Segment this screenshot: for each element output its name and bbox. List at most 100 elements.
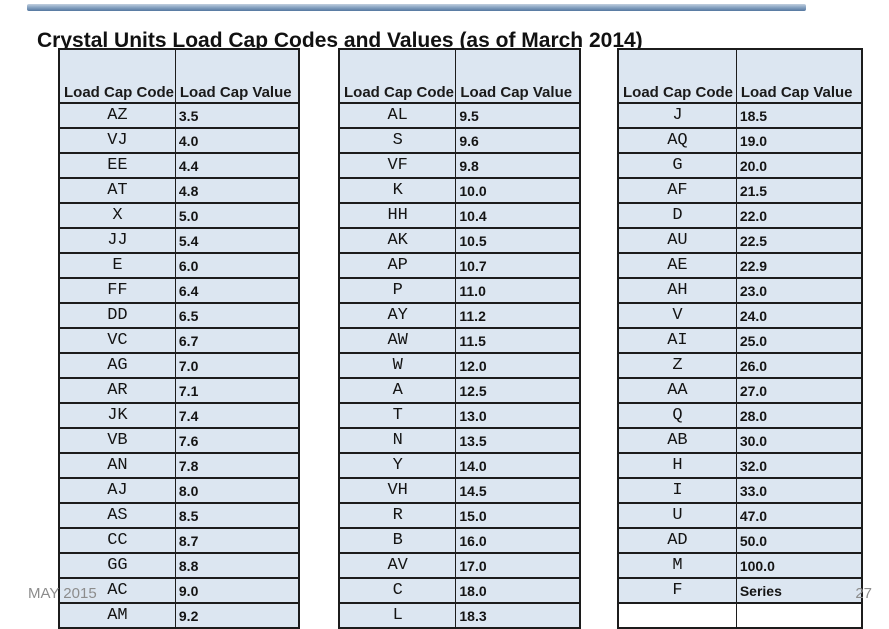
- load-cap-code-cell: GG: [58, 552, 176, 579]
- load-cap-value-cell: 6.0: [174, 252, 300, 279]
- table-row: D 22.0: [617, 202, 863, 229]
- load-cap-code-cell: AJ: [58, 477, 176, 504]
- load-cap-value-cell: 9.8: [455, 152, 581, 179]
- table-row: J 18.5: [617, 102, 863, 129]
- load-cap-value-cell: 4.0: [174, 127, 300, 154]
- table-row: T 13.0: [338, 402, 581, 429]
- table-row: H 32.0: [617, 452, 863, 479]
- load-cap-value-cell: Series: [735, 577, 863, 604]
- load-cap-code-cell: JK: [58, 402, 176, 429]
- table-row: R 15.0: [338, 502, 581, 529]
- load-cap-code-cell: VC: [58, 327, 176, 354]
- load-cap-code-cell: R: [338, 502, 457, 529]
- load-cap-value-cell: 7.0: [174, 352, 300, 379]
- load-cap-value-cell: 6.5: [174, 302, 300, 329]
- load-cap-value-cell: 5.4: [174, 227, 300, 254]
- load-cap-value-cell: 6.4: [174, 277, 300, 304]
- load-cap-value-cell: 22.5: [735, 227, 863, 254]
- load-cap-value-cell: 23.0: [735, 277, 863, 304]
- load-cap-code-cell: B: [338, 527, 457, 554]
- load-cap-code-cell: S: [338, 127, 457, 154]
- column-header-load-cap-value: Load Cap Value: [735, 48, 863, 104]
- load-cap-table-3: Load Cap Code Load Cap Value J 18.5 AQ 19.0…: [617, 48, 863, 629]
- table-row: AL 9.5: [338, 102, 581, 129]
- load-cap-value-cell: 10.0: [455, 177, 581, 204]
- table-row: GG 8.8: [58, 552, 300, 579]
- table-row: AP 10.7: [338, 252, 581, 279]
- load-cap-code-cell: D: [617, 202, 737, 229]
- table-row: AV 17.0: [338, 552, 581, 579]
- load-cap-value-cell: 16.0: [455, 527, 581, 554]
- table-row: AD 50.0: [617, 527, 863, 554]
- load-cap-code-cell: AP: [338, 252, 457, 279]
- table-row: AK 10.5: [338, 227, 581, 254]
- table-row: EE 4.4: [58, 152, 300, 179]
- column-header-load-cap-code: Load Cap Code: [617, 48, 737, 104]
- load-cap-value-cell: 22.9: [735, 252, 863, 279]
- load-cap-value-cell: 20.0: [735, 152, 863, 179]
- load-cap-value-cell: 32.0: [735, 452, 863, 479]
- load-cap-code-cell: AC: [58, 577, 176, 604]
- load-cap-value-cell: 21.5: [735, 177, 863, 204]
- table-row: N 13.5: [338, 427, 581, 454]
- load-cap-value-cell: 28.0: [735, 402, 863, 429]
- load-cap-value-cell: 8.8: [174, 552, 300, 579]
- load-cap-value-cell: 11.2: [455, 302, 581, 329]
- load-cap-code-cell: AI: [617, 327, 737, 354]
- load-cap-value-cell: 3.5: [174, 102, 300, 129]
- load-cap-code-cell: I: [617, 477, 737, 504]
- load-cap-value-cell: 24.0: [735, 302, 863, 329]
- load-cap-code-cell: X: [58, 202, 176, 229]
- load-cap-code-cell: AG: [58, 352, 176, 379]
- column-header-load-cap-code: Load Cap Code: [338, 48, 457, 104]
- load-cap-value-cell: 13.0: [455, 402, 581, 429]
- load-cap-code-cell: AA: [617, 377, 737, 404]
- load-cap-value-cell: 9.6: [455, 127, 581, 154]
- load-cap-value-cell: 33.0: [735, 477, 863, 504]
- load-cap-code-cell: E: [58, 252, 176, 279]
- load-cap-value-cell: 14.5: [455, 477, 581, 504]
- load-cap-value-cell: 13.5: [455, 427, 581, 454]
- load-cap-value-cell: 25.0: [735, 327, 863, 354]
- load-cap-code-cell: AH: [617, 277, 737, 304]
- table-row: S 9.6: [338, 127, 581, 154]
- table-row: B 16.0: [338, 527, 581, 554]
- load-cap-value-cell: 4.4: [174, 152, 300, 179]
- table-row: AT 4.8: [58, 177, 300, 204]
- table-row: F Series: [617, 577, 863, 604]
- load-cap-value-cell: 10.7: [455, 252, 581, 279]
- load-cap-value-cell: 14.0: [455, 452, 581, 479]
- load-cap-code-cell: CC: [58, 527, 176, 554]
- load-cap-code-cell: W: [338, 352, 457, 379]
- load-cap-code-cell: DD: [58, 302, 176, 329]
- table-row: A 12.5: [338, 377, 581, 404]
- load-cap-code-cell: AB: [617, 427, 737, 454]
- load-cap-value-cell: 17.0: [455, 552, 581, 579]
- load-cap-code-cell: EE: [58, 152, 176, 179]
- load-cap-code-cell: U: [617, 502, 737, 529]
- load-cap-value-cell: 10.4: [455, 202, 581, 229]
- load-cap-value-cell: 11.5: [455, 327, 581, 354]
- footer-page-number: 27: [855, 585, 872, 602]
- table-row: JJ 5.4: [58, 227, 300, 254]
- load-cap-value-cell: 8.0: [174, 477, 300, 504]
- table-row: AF 21.5: [617, 177, 863, 204]
- table-row: AH 23.0: [617, 277, 863, 304]
- load-cap-value-cell: 22.0: [735, 202, 863, 229]
- load-cap-value-cell: 8.5: [174, 502, 300, 529]
- load-cap-code-cell: AZ: [58, 102, 176, 129]
- load-cap-code-cell: AD: [617, 527, 737, 554]
- load-cap-code-cell: F: [617, 577, 737, 604]
- load-cap-code-cell: Z: [617, 352, 737, 379]
- table-row: C 18.0: [338, 577, 581, 604]
- table-row: W 12.0: [338, 352, 581, 379]
- load-cap-value-cell: 10.5: [455, 227, 581, 254]
- load-cap-code-cell: C: [338, 577, 457, 604]
- table-row: FF 6.4: [58, 277, 300, 304]
- table-row: AY 11.2: [338, 302, 581, 329]
- table-row: VF 9.8: [338, 152, 581, 179]
- load-cap-code-cell: V: [617, 302, 737, 329]
- load-cap-value-cell: 6.7: [174, 327, 300, 354]
- load-cap-code-cell: H: [617, 452, 737, 479]
- load-cap-code-cell: AE: [617, 252, 737, 279]
